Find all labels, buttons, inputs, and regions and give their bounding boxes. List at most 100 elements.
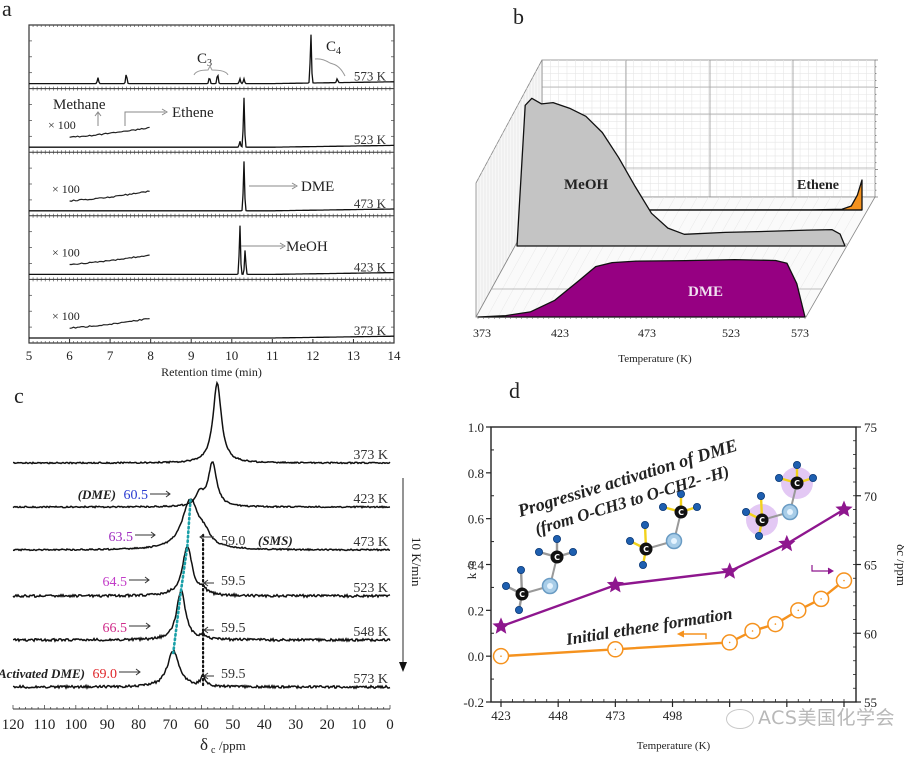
panel-c-shift-value: 66.5 <box>103 621 128 636</box>
panel-b-xtick-label: 523 <box>722 326 740 340</box>
panel-a-arrowhead-icon <box>94 111 102 117</box>
panel-a-magnification-label: × 100 <box>52 245 80 259</box>
panel-a-xtick-label: 5 <box>26 348 33 363</box>
panel-c-xlabel-unit: /ppm <box>219 738 246 753</box>
panel-c-shift-value: 69.0 <box>93 667 118 682</box>
panel-d-oxygen-highlight <box>671 538 677 544</box>
panel-d-star-marker <box>778 534 796 552</box>
panel-d-xtick-label: 423 <box>491 708 511 723</box>
panel-c-spectrum-473k <box>12 498 391 552</box>
panel-a-magnification-label: × 100 <box>48 118 76 132</box>
panel-c-arrowhead-icon <box>144 576 150 584</box>
panel-d-oxygen-highlight <box>787 509 793 515</box>
panel-d-ytick-right-label: 55 <box>864 695 877 710</box>
panel-d-ylabel-right: δc /ppm <box>894 544 904 586</box>
panel-d-hydrogen-atom <box>501 582 510 591</box>
panel-c-xtick-label: 70 <box>163 717 178 733</box>
panel-d-hydrogen-atom <box>775 473 784 482</box>
panel-b-xtick-label: 573 <box>791 326 809 340</box>
panel-c-xtick-label: 100 <box>65 717 88 733</box>
panel-c-spectrum-423k <box>12 461 391 509</box>
panel-c-temperature-label: 573 K <box>353 672 388 687</box>
panel-a-magnified-trace <box>69 318 150 329</box>
panel-c-arrowhead-icon <box>399 662 407 672</box>
panel-a-temperature-label: 423 K <box>354 259 387 274</box>
panel-a-trace-423k <box>29 225 394 276</box>
panel-c-arrowhead-icon <box>135 668 141 676</box>
panel-c-xtick-label: 40 <box>257 717 272 733</box>
panel-c-xlabel-sub: c <box>211 745 216 756</box>
panel-b-grid-minor <box>794 196 865 318</box>
panel-c-arrowhead-icon <box>165 490 171 498</box>
panel-c-xtick-label: 90 <box>100 717 115 733</box>
panel-a-label: a <box>2 0 12 21</box>
panel-c-shift-value: 63.5 <box>109 530 134 545</box>
panel-a-arrowhead-icon <box>291 182 298 190</box>
panel-c-shift-value: 64.5 <box>103 575 128 590</box>
panel-c-temperature-label: 548 K <box>353 625 388 640</box>
panel-d-hydrogen-atom <box>626 537 635 546</box>
panel-c-rate-label: 10 K/min <box>409 537 424 587</box>
panel-c-species-label: (DME) <box>78 487 116 502</box>
panel-a-xlabel: Retention time (min) <box>161 365 262 379</box>
panel-b-meoh-label: MeOH <box>564 177 608 193</box>
panel-a-trace-573k <box>29 34 394 85</box>
watermark: ACS美国化学会 <box>726 703 895 730</box>
panel-c-shift-value: 59.5 <box>221 574 246 589</box>
panel-b-ethene-label: Ethene <box>797 178 839 193</box>
panel-b-dme-label: DME <box>688 284 723 300</box>
panel-d-ytick-right-label: 75 <box>864 420 877 435</box>
panel-d-circle-marker-dot <box>843 579 845 582</box>
panel-a-xtick-label: 8 <box>147 348 154 363</box>
panel-d-hydrogen-atom <box>535 548 544 557</box>
panel-c-shift-value: 59.5 <box>221 621 246 636</box>
panel-a-xtick-label: 14 <box>388 348 402 363</box>
panel-c-shift-value: 59.5 <box>221 667 246 682</box>
panel-c-xtick-label: 120 <box>2 717 25 733</box>
panel-d-right-axis-arrow <box>811 565 831 572</box>
panel-d-carbon-glyph: C <box>678 508 684 517</box>
panel-c-shift-value: 59.0 <box>221 534 246 549</box>
panel-c-arrowhead-icon <box>203 672 209 680</box>
panel-d-xtick-label: 498 <box>663 708 683 723</box>
panel-d-carbon-glyph: C <box>759 516 765 525</box>
panel-c-arrowhead-icon <box>150 531 156 539</box>
panel-c-xlabel-delta: δ <box>200 735 208 754</box>
panel-d-arrowhead-icon <box>827 567 834 575</box>
panel-d-hydrogen-atom <box>809 473 818 482</box>
panel-d-ytick-right-label: 65 <box>864 558 877 573</box>
panel-d-hydrogen-atom <box>553 535 562 544</box>
panel-d-carbon-atom <box>550 550 564 564</box>
panel-d-carbon-glyph: C <box>554 553 560 562</box>
panel-a-xtick-label: 13 <box>347 348 360 363</box>
panel-d-arrowhead-icon <box>676 630 685 638</box>
panel-b-xtick-label: 423 <box>551 326 569 340</box>
panel-a-magnified-trace <box>69 190 150 202</box>
panel-c-sms-label: (SMS) <box>258 533 293 548</box>
panel-d-ytick-right-label: 60 <box>864 626 877 641</box>
panel-d-star-marker <box>835 500 853 517</box>
panel-c-arrowhead-icon <box>203 579 209 587</box>
panel-d-hydrogen-atom <box>515 606 524 615</box>
panel-d-carbon-atom <box>755 513 769 527</box>
wechat-icon <box>726 708 754 729</box>
panel-c-temperature-label: 473 K <box>353 535 388 550</box>
panel-a-magnified-trace <box>69 126 150 138</box>
panel-d-xtick-label: 473 <box>606 708 626 723</box>
panel-a-xtick-label: 7 <box>107 348 114 363</box>
panel-a-arrowhead-icon <box>279 242 286 250</box>
panel-d-hydrogen-atom <box>639 561 648 570</box>
panel-a-temperature-label: 523 K <box>354 132 387 147</box>
panel-c-guide-teal <box>171 498 192 655</box>
panel-d-oxygen-highlight <box>547 583 553 589</box>
panel-d-hydrogen-atom <box>757 491 766 500</box>
panel-d-star-marker <box>721 562 739 579</box>
panel-d-molecule-3: CC <box>742 460 818 541</box>
watermark-text: ACS美国化学会 <box>758 707 895 729</box>
panel-a-c3-label: C <box>197 51 207 67</box>
panel-c-spectrum-373k <box>12 380 391 465</box>
panel-c-spectrum-523k <box>12 545 391 599</box>
panel-c-xtick-label: 110 <box>33 717 55 733</box>
panel-d-circle-marker-dot <box>797 609 800 612</box>
